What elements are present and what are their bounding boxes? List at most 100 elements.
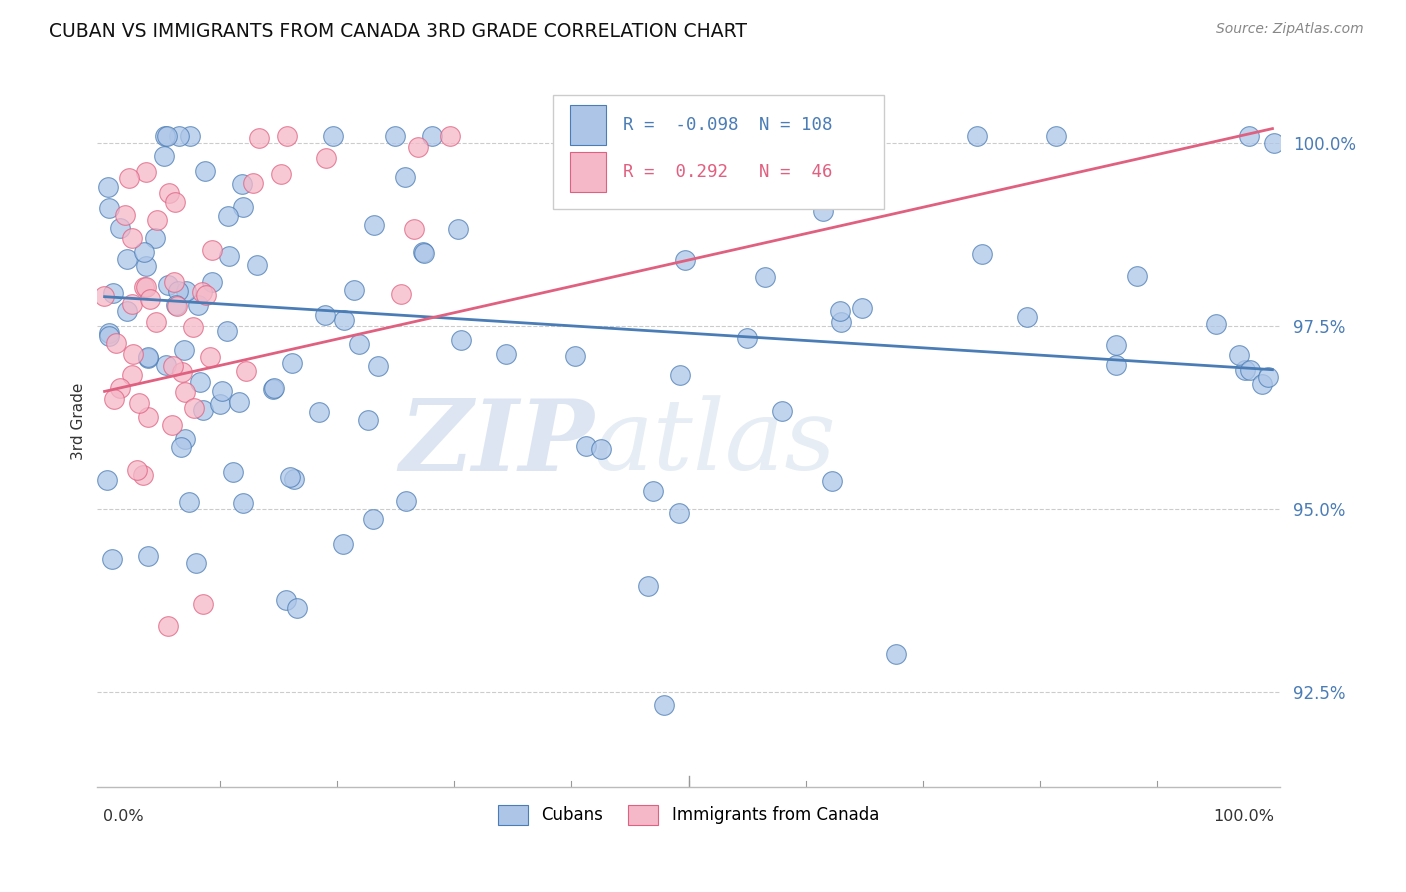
Point (173, 343, 195, 357)
Point (135, 279, 157, 293)
Point (357, 412, 380, 426)
Bar (571, 153, 606, 193)
Point (668, 506, 690, 520)
Point (162, 359, 184, 373)
Point (641, 483, 664, 498)
Point (564, 349, 586, 363)
Point (174, 385, 197, 400)
Text: R =  0.292: R = 0.292 (623, 163, 728, 181)
Point (118, 170, 141, 185)
Point (886, 647, 908, 661)
Point (174, 284, 197, 298)
Point (770, 404, 793, 418)
Point (186, 556, 208, 570)
Point (367, 359, 389, 373)
Point (361, 512, 384, 526)
Y-axis label: 3rd Grade: 3rd Grade (72, 383, 86, 459)
Point (285, 600, 308, 615)
Point (221, 465, 243, 479)
Point (179, 128, 201, 143)
Point (343, 284, 366, 298)
Point (201, 243, 224, 257)
Point (652, 698, 675, 712)
Point (97, 329, 120, 343)
Point (669, 368, 692, 382)
Point (108, 381, 131, 395)
Point (156, 278, 179, 293)
Point (281, 356, 304, 370)
Point (172, 365, 194, 379)
Point (181, 319, 204, 334)
Point (1227, 348, 1250, 362)
Point (194, 287, 217, 301)
Point (136, 549, 159, 563)
Point (1237, 128, 1260, 143)
Point (167, 128, 190, 143)
Point (155, 128, 177, 143)
Point (830, 315, 852, 329)
Point (169, 440, 191, 454)
Point (145, 315, 167, 329)
Point (125, 463, 148, 477)
Point (191, 597, 214, 611)
Point (247, 131, 270, 145)
Point (139, 293, 162, 307)
Point (412, 244, 434, 259)
Point (108, 221, 131, 235)
Point (155, 358, 177, 372)
Point (101, 552, 124, 566)
Point (135, 259, 157, 273)
Point (194, 164, 217, 178)
Point (132, 244, 155, 259)
Point (97, 326, 120, 340)
Point (575, 440, 598, 454)
Point (332, 537, 354, 551)
Point (1105, 337, 1128, 351)
Point (145, 213, 167, 227)
Point (495, 346, 517, 360)
Point (143, 231, 166, 245)
Point (1015, 310, 1038, 325)
Text: N =  46: N = 46 (759, 163, 832, 181)
Point (363, 218, 385, 232)
Point (395, 494, 418, 508)
Point (103, 285, 125, 300)
Point (1233, 363, 1256, 377)
Point (135, 164, 157, 178)
Point (322, 128, 344, 143)
Point (402, 222, 425, 236)
Point (187, 298, 209, 312)
Point (1239, 363, 1261, 377)
Point (211, 384, 233, 398)
Point (1251, 377, 1274, 392)
Point (851, 301, 873, 316)
Point (160, 417, 183, 432)
Point (246, 258, 269, 272)
Point (134, 280, 156, 294)
Point (215, 325, 238, 339)
Point (280, 470, 302, 484)
Point (754, 270, 776, 285)
Point (217, 209, 239, 223)
Point (191, 402, 214, 417)
Text: atlas: atlas (593, 395, 837, 491)
Point (157, 186, 180, 200)
Point (589, 442, 612, 456)
Point (165, 297, 187, 311)
Point (1045, 128, 1067, 143)
Point (156, 619, 179, 633)
Point (439, 128, 461, 143)
Point (333, 312, 356, 326)
Point (384, 128, 406, 143)
Point (156, 128, 179, 143)
Point (1263, 136, 1285, 150)
Point (242, 176, 264, 190)
Point (201, 275, 224, 289)
Point (232, 496, 254, 510)
Point (115, 252, 138, 267)
Point (638, 147, 661, 161)
Point (283, 472, 305, 486)
Text: ZIP: ZIP (399, 394, 593, 491)
Point (103, 392, 125, 406)
Point (105, 335, 128, 350)
